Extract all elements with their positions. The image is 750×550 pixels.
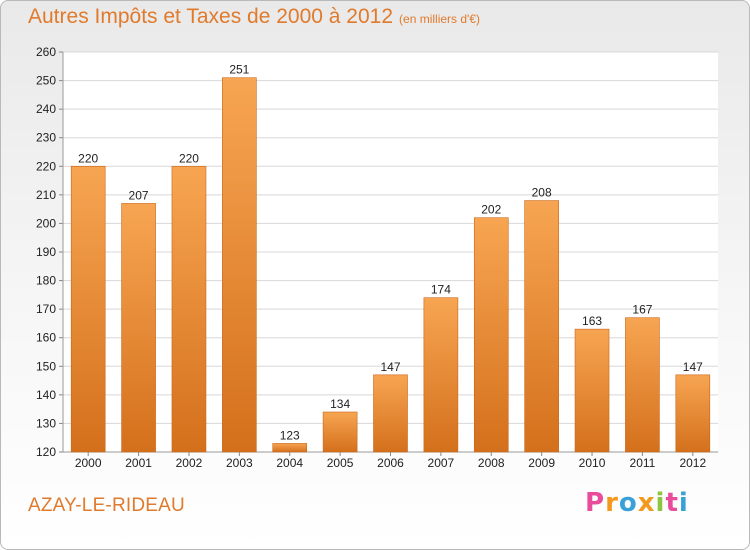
data-label: 208 [532,186,552,200]
brand-letter: t [665,488,679,518]
brand-letter: i [678,488,689,518]
x-tick-label: 2007 [428,456,455,470]
bar [121,203,156,453]
commune-name: AZAY-LE-RIDEAU [28,495,185,516]
x-tick-label: 2004 [276,456,303,470]
y-tick-label: 260 [36,45,56,59]
brand-letter: x [637,488,656,518]
data-label: 167 [632,303,652,317]
data-label: 147 [380,360,400,374]
chart-title: Autres Impôts et Taxes de 2000 à 2012 (en… [28,5,480,29]
data-label: 220 [179,151,199,165]
x-tick-label: 2008 [478,456,505,470]
data-label: 220 [78,151,98,165]
brand-letter: i [655,488,666,518]
y-tick-label: 200 [36,216,56,230]
x-tick-label: 2000 [75,456,102,470]
bar [524,200,559,453]
x-tick-label: 2005 [327,456,354,470]
x-tick-label: 2001 [125,456,152,470]
brand-letter: P [585,488,606,518]
brand-letter: o [618,488,638,518]
data-label: 123 [280,428,300,442]
y-tick-label: 210 [36,188,56,202]
data-label: 251 [229,63,249,77]
x-tick-label: 2009 [528,456,555,470]
brand-letter: r [605,488,619,518]
bar [322,411,358,453]
x-tick-label: 2003 [226,456,253,470]
chart-subtitle: (en milliers d'€) [399,12,481,26]
y-tick-label: 190 [36,245,56,259]
y-tick-label: 160 [36,331,56,345]
bar [574,328,610,453]
data-label: 207 [129,188,149,202]
y-tick-label: 150 [36,359,56,373]
y-tick-label: 170 [36,302,56,316]
data-label: 202 [481,203,501,217]
data-label: 147 [683,360,703,374]
bar [272,443,308,453]
x-tick-label: 2002 [176,456,203,470]
bar [373,374,408,453]
y-tick-label: 120 [36,445,56,459]
y-tick-label: 250 [36,74,56,88]
x-tick-label: 2006 [377,456,404,470]
x-tick-label: 2012 [679,456,706,470]
y-tick-label: 230 [36,131,56,145]
bar [625,317,660,453]
bar [473,217,509,453]
bar [70,165,106,453]
y-tick-label: 220 [36,159,56,173]
y-tick-label: 180 [36,274,56,288]
bar [423,297,459,453]
y-tick-label: 240 [36,102,56,116]
data-label: 134 [330,397,350,411]
chart-title-text: Autres Impôts et Taxes de 2000 à 2012 [28,5,394,28]
data-label: 174 [431,283,451,297]
bar [171,165,207,453]
bar [675,374,711,453]
data-label: 163 [582,314,602,328]
x-tick-label: 2010 [579,456,606,470]
x-tick-label: 2011 [630,456,656,470]
brand-logo: Proxiti [585,488,689,518]
y-tick-label: 130 [36,416,56,430]
bar [222,77,257,453]
y-tick-label: 140 [36,388,56,402]
